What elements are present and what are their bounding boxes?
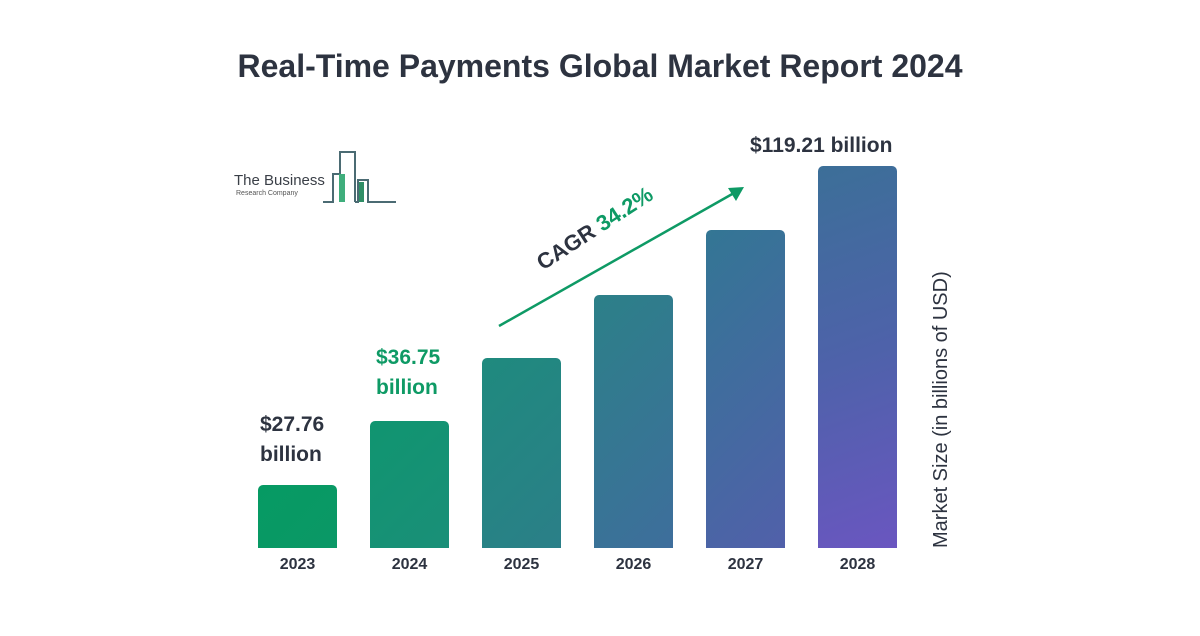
company-logo: The Business Research Company xyxy=(228,150,398,205)
bar-2027 xyxy=(706,230,785,548)
bar-2024 xyxy=(370,421,449,548)
x-tick-2028: 2028 xyxy=(839,556,876,573)
bar-2028 xyxy=(818,166,897,548)
logo-buildings-icon xyxy=(323,151,396,203)
value-label-2028: $119.21 billion xyxy=(750,134,893,157)
page-title: Real-Time Payments Global Market Report … xyxy=(237,48,963,84)
bar-2026 xyxy=(594,295,673,548)
x-tick-2025: 2025 xyxy=(503,556,540,573)
x-tick-2027: 2027 xyxy=(727,556,764,573)
logo-subtext: Research Company xyxy=(236,190,298,197)
value-label-2024: $36.75 billion xyxy=(376,346,441,399)
x-tick-2026: 2026 xyxy=(615,556,652,573)
bar-2023 xyxy=(258,485,337,548)
x-tick-2024: 2024 xyxy=(391,556,428,573)
value-label-2023: $27.76 billion xyxy=(260,413,325,466)
logo-text: The Business xyxy=(234,172,325,189)
y-axis-label: Market Size (in billions of USD) xyxy=(930,271,952,548)
x-tick-2023: 2023 xyxy=(279,556,316,573)
bar-2025 xyxy=(482,358,561,548)
